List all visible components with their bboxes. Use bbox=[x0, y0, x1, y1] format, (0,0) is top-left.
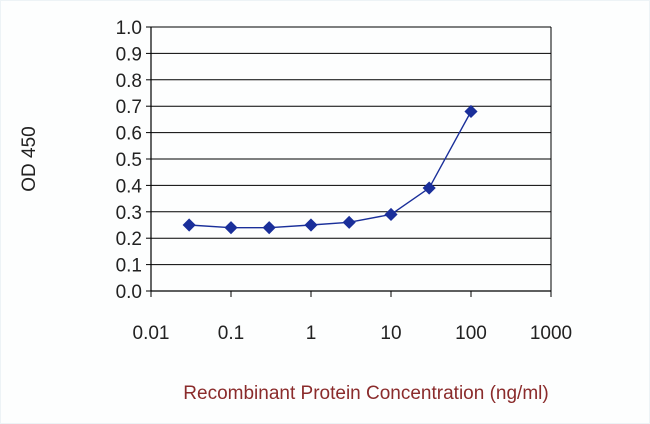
data-point-marker bbox=[342, 215, 356, 229]
y-tick-label: 0.2 bbox=[116, 229, 142, 250]
y-tick-label: 0.6 bbox=[116, 124, 142, 145]
y-tick-label: 0.0 bbox=[116, 282, 142, 303]
y-tick-label: 0.7 bbox=[116, 97, 142, 118]
data-point-marker bbox=[304, 218, 318, 232]
data-point-marker bbox=[224, 221, 238, 235]
x-tick-label: 0.1 bbox=[218, 323, 244, 344]
x-axis-title: Recombinant Protein Concentration (ng/ml… bbox=[183, 383, 548, 404]
y-tick-label: 0.4 bbox=[116, 176, 143, 197]
x-tick-label: 1 bbox=[306, 323, 317, 344]
y-axis-title: OD 450 bbox=[19, 126, 40, 191]
y-tick-label: 0.1 bbox=[116, 256, 142, 277]
data-point-marker bbox=[384, 207, 398, 222]
y-tick-label: 0.3 bbox=[116, 203, 142, 224]
x-tick-label: 10 bbox=[380, 323, 401, 344]
data-point-marker bbox=[464, 104, 478, 119]
data-series bbox=[182, 104, 478, 235]
x-tick-label: 0.01 bbox=[133, 323, 170, 344]
data-point-marker bbox=[182, 218, 196, 232]
y-tick-labels: 0.0 0.1 0.2 0.3 0.4 0.5 0.6 0.7 0.8 0.9 1.0 bbox=[116, 18, 143, 303]
x-tick-label: 100 bbox=[455, 323, 487, 344]
y-tick-label: 0.5 bbox=[116, 150, 142, 171]
x-tick-labels: 0.01 0.1 1 10 100 1000 bbox=[133, 323, 573, 344]
gridlines bbox=[151, 26, 551, 292]
y-tick-label: 0.8 bbox=[116, 71, 142, 92]
x-tick-label: 1000 bbox=[530, 323, 572, 344]
y-tick-label: 1.0 bbox=[116, 18, 142, 39]
axes bbox=[146, 26, 552, 297]
y-tick-label: 0.9 bbox=[116, 44, 142, 65]
data-point-marker bbox=[422, 181, 436, 195]
series-line bbox=[189, 111, 472, 229]
data-point-marker bbox=[262, 221, 276, 235]
